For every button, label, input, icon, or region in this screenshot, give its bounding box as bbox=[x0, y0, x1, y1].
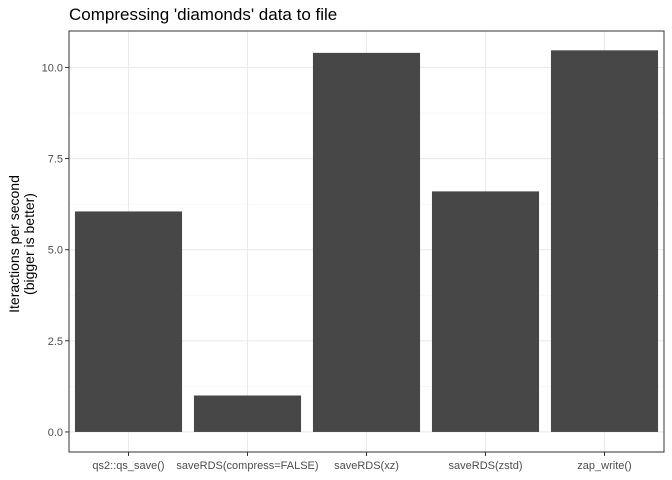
bar-0 bbox=[74, 211, 183, 432]
y-tick-label: 2.5 bbox=[48, 336, 63, 348]
bar-4 bbox=[550, 50, 659, 432]
y-axis-title: Iteractions per second (bigger is better… bbox=[6, 175, 37, 313]
x-tick-label: saveRDS(xz) bbox=[334, 460, 399, 472]
x-tick-label: qs2::qs_save() bbox=[92, 460, 164, 472]
x-tick-label: zap_write() bbox=[577, 460, 631, 472]
bar-2 bbox=[312, 52, 421, 432]
y-tick-label: 7.5 bbox=[48, 154, 63, 166]
bar-3 bbox=[431, 191, 540, 432]
y-axis-title-line-1: Iteractions per second bbox=[6, 175, 22, 313]
x-axis: qs2::qs_save() saveRDS(compress=FALSE) sav… bbox=[92, 452, 632, 472]
y-tick-label: 5.0 bbox=[48, 245, 63, 257]
chart-title: Compressing 'diamonds' data to file bbox=[69, 5, 337, 24]
bars bbox=[74, 50, 659, 432]
y-axis: 0.0 2.5 5.0 7.5 10.0 bbox=[42, 62, 69, 439]
y-tick-label: 10.0 bbox=[42, 62, 63, 74]
y-tick-label: 0.0 bbox=[48, 427, 63, 439]
bar-1 bbox=[193, 395, 302, 432]
y-axis-title-line-2: (bigger is better) bbox=[21, 193, 37, 295]
x-tick-label: saveRDS(zstd) bbox=[449, 460, 523, 472]
x-tick-label: saveRDS(compress=FALSE) bbox=[176, 460, 318, 472]
